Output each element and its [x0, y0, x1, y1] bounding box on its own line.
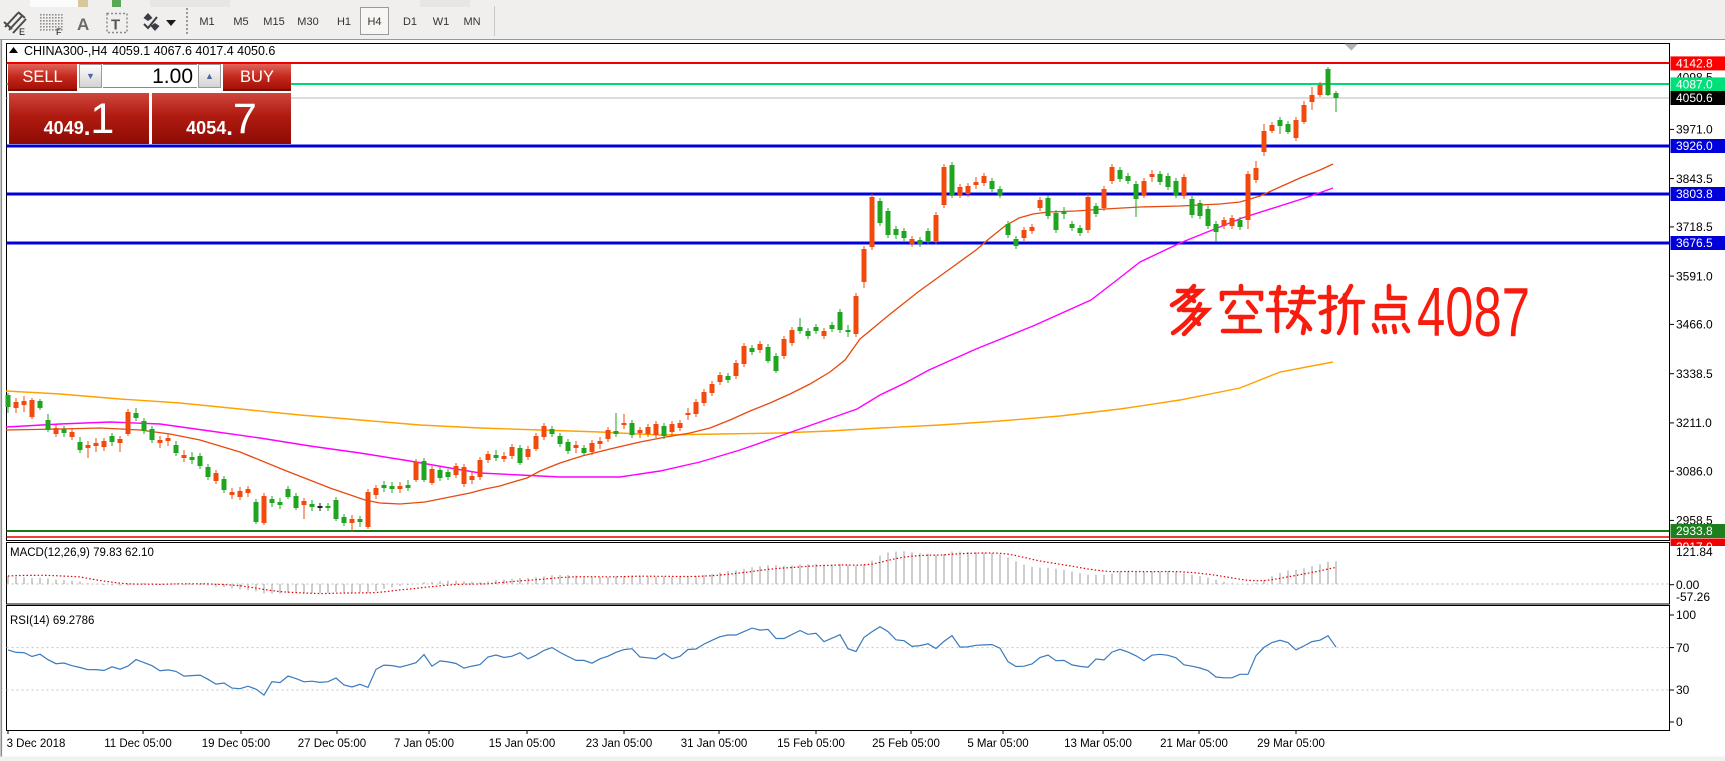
svg-text:5 Mar 05:00: 5 Mar 05:00 — [967, 738, 1028, 750]
svg-text:3718.5: 3718.5 — [1676, 220, 1713, 234]
svg-text:29 Mar 05:00: 29 Mar 05:00 — [1257, 738, 1325, 750]
svg-text:MACD(12,26,9) 79.83 62.10: MACD(12,26,9) 79.83 62.10 — [10, 547, 154, 559]
svg-text:CHINA300-,H4: CHINA300-,H4 — [24, 44, 107, 58]
svg-text:3971.0: 3971.0 — [1676, 123, 1713, 137]
svg-text:19 Dec 05:00: 19 Dec 05:00 — [202, 738, 270, 750]
svg-text:70: 70 — [1676, 641, 1690, 655]
svg-text:31 Jan 05:00: 31 Jan 05:00 — [681, 738, 748, 750]
svg-text:4059.1 4067.6 4017.4 4050.6: 4059.1 4067.6 4017.4 4050.6 — [112, 44, 275, 58]
svg-text:3843.5: 3843.5 — [1676, 172, 1713, 186]
svg-text:27 Dec 05:00: 27 Dec 05:00 — [298, 738, 366, 750]
svg-text:4050.6: 4050.6 — [1676, 91, 1713, 105]
svg-text:30: 30 — [1676, 683, 1690, 697]
svg-text:3676.5: 3676.5 — [1676, 236, 1713, 250]
svg-text:T: T — [111, 17, 120, 34]
svg-text:0: 0 — [1676, 715, 1683, 729]
svg-text:3086.0: 3086.0 — [1676, 464, 1713, 478]
svg-text:3466.0: 3466.0 — [1676, 318, 1713, 332]
svg-text:3211.0: 3211.0 — [1676, 416, 1712, 430]
svg-text:4142.8: 4142.8 — [1676, 57, 1713, 71]
svg-text:2917.0: 2917.0 — [1676, 540, 1713, 554]
svg-text:13 Mar 05:00: 13 Mar 05:00 — [1064, 738, 1132, 750]
svg-text:3926.0: 3926.0 — [1676, 139, 1713, 153]
svg-text:3338.5: 3338.5 — [1676, 367, 1713, 381]
svg-text:4087: 4087 — [1417, 273, 1530, 351]
svg-text:25 Feb 05:00: 25 Feb 05:00 — [872, 738, 940, 750]
svg-text:2933.8: 2933.8 — [1676, 524, 1713, 538]
svg-text:RSI(14) 69.2786: RSI(14) 69.2786 — [10, 615, 94, 627]
svg-text:4087.0: 4087.0 — [1676, 78, 1713, 92]
svg-text:3 Dec 2018: 3 Dec 2018 — [7, 738, 66, 750]
svg-text:7 Jan 05:00: 7 Jan 05:00 — [394, 738, 454, 750]
svg-text:121.84: 121.84 — [1676, 545, 1713, 559]
svg-text:E: E — [19, 27, 25, 36]
svg-text:11 Dec 05:00: 11 Dec 05:00 — [104, 738, 172, 750]
svg-text:15 Jan 05:00: 15 Jan 05:00 — [489, 738, 556, 750]
svg-text:15 Feb 05:00: 15 Feb 05:00 — [777, 738, 845, 750]
svg-text:21 Mar 05:00: 21 Mar 05:00 — [1160, 738, 1228, 750]
svg-text:100: 100 — [1676, 608, 1696, 622]
svg-text:3591.0: 3591.0 — [1676, 269, 1713, 283]
svg-text:3803.8: 3803.8 — [1676, 187, 1713, 201]
svg-text:23 Jan 05:00: 23 Jan 05:00 — [586, 738, 653, 750]
svg-text:-57.26: -57.26 — [1676, 590, 1710, 604]
svg-text:0.00: 0.00 — [1676, 578, 1700, 592]
svg-text:A: A — [77, 15, 89, 34]
svg-text:F: F — [56, 27, 62, 36]
